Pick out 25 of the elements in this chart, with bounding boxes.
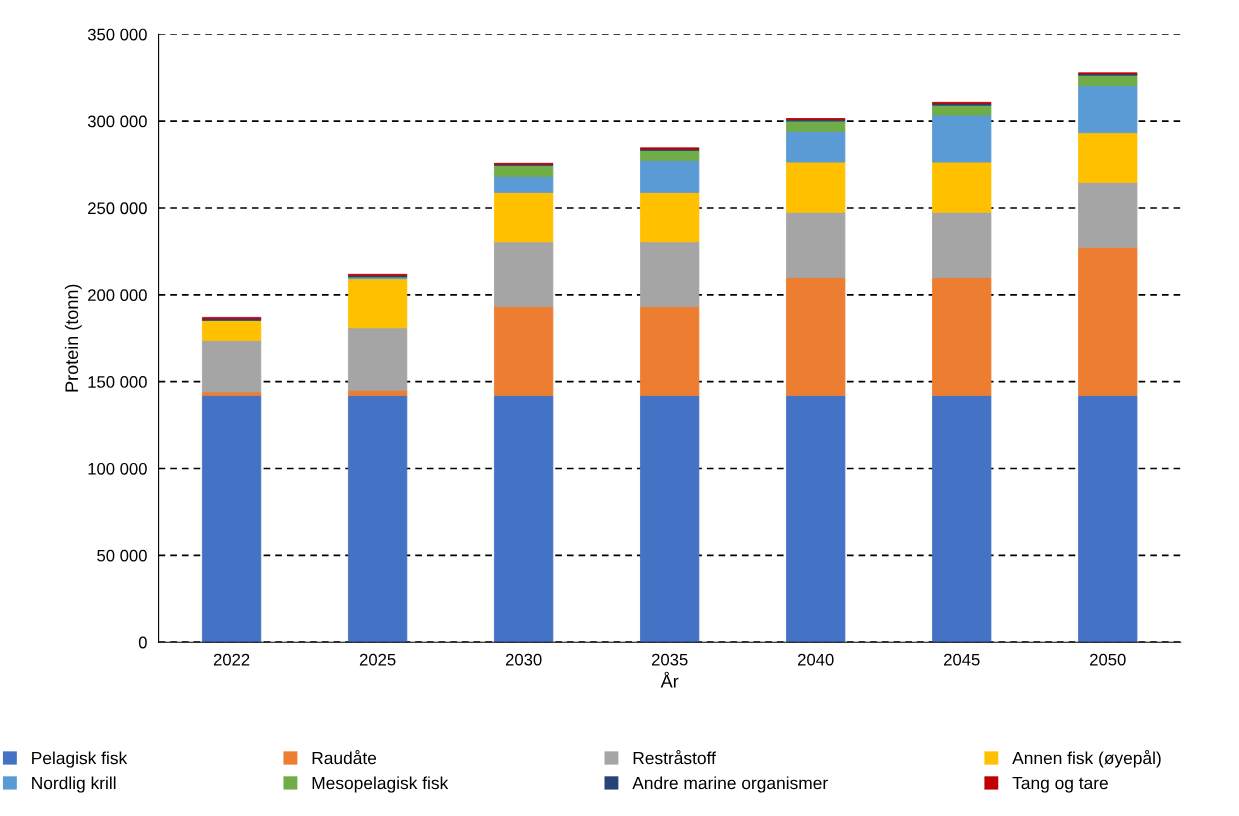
y-tick-label: 300 000 (87, 115, 147, 128)
x-tick-label: 2030 (505, 653, 542, 666)
legend-label: Pelagisk fisk (32, 751, 128, 768)
legend-label: Andre marine organismer (632, 776, 828, 793)
x-tick-label: 2022 (213, 653, 250, 666)
x-axis-title: År (660, 671, 679, 688)
legend-label: Annen fisk (øyepål) (1012, 750, 1161, 768)
y-axis-title: Protein (tonn) (64, 284, 82, 392)
y-tick-label: 250 000 (88, 202, 147, 215)
legend-label: Raudåte (312, 750, 377, 765)
legend-label: Restråstoff (633, 750, 716, 765)
x-tick-label: 2040 (798, 653, 834, 666)
legend-label: Tang og tare (1012, 777, 1108, 793)
x-tick-label: 2025 (359, 653, 396, 666)
legend-label: Nordlig krill (32, 776, 116, 793)
y-tick-label: 0 (138, 636, 147, 649)
y-tick-label: 100 000 (88, 462, 147, 475)
y-tick-label: 150 000 (88, 376, 147, 388)
x-tick-label: 2035 (651, 653, 688, 666)
x-tick-label: 2050 (1090, 653, 1126, 666)
y-tick-label: 50 000 (97, 549, 147, 562)
legend-label: Mesopelagisk fisk (312, 776, 449, 793)
x-tick-label: 2045 (944, 653, 980, 666)
y-tick-label: 200 000 (88, 289, 147, 302)
y-tick-label: 350 000 (87, 28, 147, 41)
